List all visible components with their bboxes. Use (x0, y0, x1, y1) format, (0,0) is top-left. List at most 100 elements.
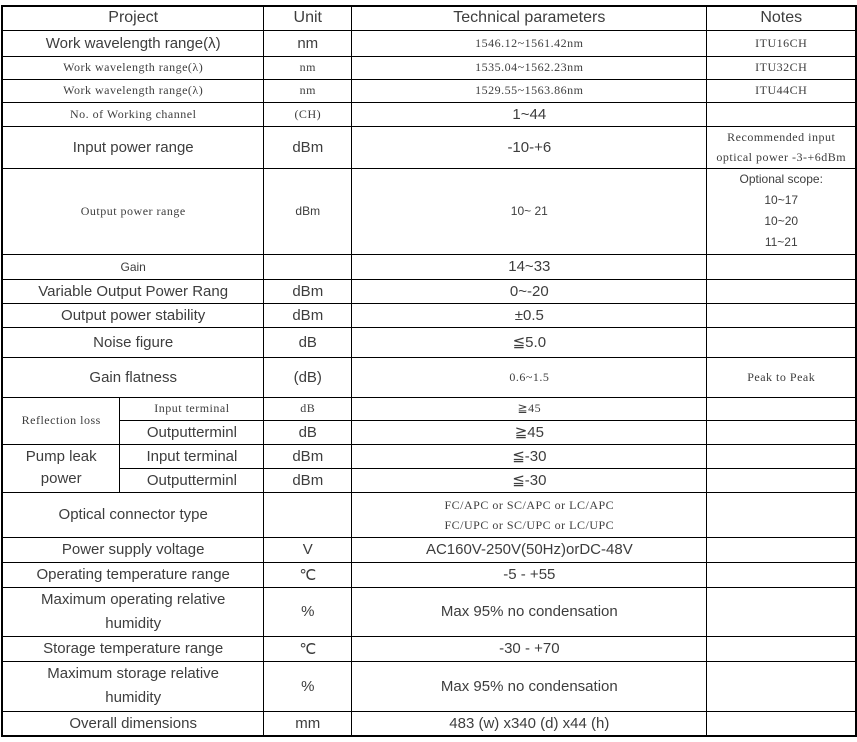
row-optical-connector-type: Optical connector type FC/APC or SC/APC … (1, 491, 857, 538)
cell-project-noise-figure: Noise figure (1, 326, 265, 358)
cell-note-dimensions (706, 710, 857, 737)
note-optional-scope-title: Optional scope: (739, 172, 823, 186)
cell-project-storage-humidity: Maximum storage relative humidity (1, 660, 265, 712)
cell-value-wl16: 1546.12~1561.42nm (351, 29, 708, 57)
row-output-power-stability: Output power stability dBm ±0.5 (1, 302, 857, 328)
cell-value-connector: FC/APC or SC/APC or LC/APC FC/UPC or SC/… (351, 491, 708, 538)
pump-leak-power-label: Pump leak power (25, 448, 97, 487)
row-wavelength-32ch: Work wavelength range(λ) nm 1535.04~1562… (1, 55, 857, 80)
cell-note-wl44: ITU44CH (706, 78, 857, 103)
cell-unit-pump-output: dBm (263, 467, 353, 493)
cell-note-output-stability (706, 302, 857, 328)
cell-value-op-humidity: Max 95% no condensation (351, 586, 708, 637)
cell-unit-wl16: nm (263, 29, 353, 57)
cell-project-power-supply: Power supply voltage (1, 536, 265, 563)
cell-project-channels: No. of Working channel (1, 101, 265, 127)
cell-unit-power-supply: V (263, 536, 353, 563)
cell-value-dimensions: 483 (w) x340 (d) x44 (h) (351, 710, 708, 737)
cell-unit-output-power: dBm (263, 167, 353, 255)
cell-project-storage-temp: Storage temperature range (1, 635, 265, 662)
cell-project-gain-flatness: Gain flatness (1, 356, 265, 398)
cell-value-input-power: -10-+6 (351, 125, 708, 169)
cell-project-input-power: Input power range (1, 125, 265, 169)
cell-note-connector (706, 491, 857, 538)
row-pump-leak-input: Pump leak power Input terminal dBm ≦-30 (1, 443, 857, 493)
cell-note-variable-output (706, 278, 857, 304)
row-wavelength-16ch: Work wavelength range(λ) nm 1546.12~1561… (1, 29, 857, 57)
note-recommended-input: Recommended input optical power -3-+6dBm (716, 130, 847, 164)
cell-note-gain-flatness: Peak to Peak (706, 356, 857, 398)
cell-unit-wl44: nm (263, 78, 353, 103)
cell-value-reflection-output: ≧45 (351, 419, 708, 445)
table-header-row: Project Unit Technical parameters Notes (1, 5, 857, 31)
cell-note-output-power: Optional scope: 10~17 10~20 11~21 (706, 167, 857, 255)
cell-note-pump-output (706, 467, 857, 493)
row-working-channels: No. of Working channel (CH) 1~44 (1, 101, 857, 127)
row-overall-dimensions: Overall dimensions mm 483 (w) x340 (d) x… (1, 710, 857, 737)
header-project: Project (1, 5, 265, 31)
cell-unit-variable-output: dBm (263, 278, 353, 304)
row-storage-temperature: Storage temperature range ℃ -30 - +70 (1, 635, 857, 662)
cell-project-dimensions: Overall dimensions (1, 710, 265, 737)
cell-unit-pump-input: dBm (263, 443, 353, 469)
cell-project-gain: Gain (1, 253, 265, 280)
cell-unit-gain (263, 253, 353, 280)
row-gain-flatness: Gain flatness (dB) 0.6~1.5 Peak to Peak (1, 356, 857, 398)
cell-value-pump-output: ≦-30 (351, 467, 708, 493)
row-operating-temperature: Operating temperature range ℃ -5 - +55 (1, 561, 857, 588)
cell-note-wl16: ITU16CH (706, 29, 857, 57)
cell-value-noise-figure: ≦5.0 (351, 326, 708, 358)
note-optional-scope-1: 10~17 (764, 193, 799, 207)
cell-note-noise-figure (706, 326, 857, 358)
cell-note-pump-input (706, 443, 857, 469)
row-noise-figure: Noise figure dB ≦5.0 (1, 326, 857, 358)
cell-note-op-humidity (706, 586, 857, 637)
cell-unit-output-stability: dBm (263, 302, 353, 328)
cell-note-reflection-output (706, 419, 857, 445)
cell-note-gain (706, 253, 857, 280)
note-optional-scope-2: 10~20 (764, 214, 799, 228)
cell-note-power-supply (706, 536, 857, 563)
cell-value-storage-humidity: Max 95% no condensation (351, 660, 708, 712)
connector-upc-line: FC/UPC or SC/UPC or LC/UPC (444, 517, 615, 532)
cell-project-wl32: Work wavelength range(λ) (1, 55, 265, 80)
cell-unit-storage-humidity: % (263, 660, 353, 712)
cell-note-wl32: ITU32CH (706, 55, 857, 80)
cell-note-channels (706, 101, 857, 127)
row-pump-leak-output: Outputterminl dBm ≦-30 (2, 467, 857, 493)
cell-value-output-stability: ±0.5 (351, 302, 708, 328)
cell-unit-dimensions: mm (263, 710, 353, 737)
row-gain: Gain 14~33 (1, 253, 857, 280)
cell-unit-connector (263, 491, 353, 538)
cell-project-output-power: Output power range (1, 167, 265, 255)
row-output-power-range: Output power range dBm 10~ 21 Optional s… (1, 167, 857, 255)
cell-unit-reflection-input: dB (263, 396, 353, 421)
op-humidity-label: Maximum operating relative humidity (41, 590, 226, 632)
technical-parameters-table: Project Unit Technical parameters Notes … (1, 5, 857, 737)
cell-unit-channels: (CH) (263, 101, 353, 127)
cell-unit-input-power: dBm (263, 125, 353, 169)
row-storage-humidity: Maximum storage relative humidity % Max … (1, 660, 857, 712)
cell-terminal-reflection-input: Input terminal (119, 396, 265, 421)
cell-project-variable-output: Variable Output Power Rang (1, 278, 265, 304)
row-operating-humidity: Maximum operating relative humidity % Ma… (1, 586, 857, 637)
cell-value-gain: 14~33 (351, 253, 708, 280)
header-notes: Notes (706, 5, 857, 31)
cell-note-reflection-input (706, 396, 857, 421)
cell-project-output-stability: Output power stability (1, 302, 265, 328)
note-optional-scope-3: 11~21 (764, 235, 798, 249)
cell-value-variable-output: 0~-20 (351, 278, 708, 304)
cell-terminal-reflection-output: Outputterminl (119, 419, 265, 445)
cell-unit-op-temp: ℃ (263, 561, 353, 588)
cell-unit-noise-figure: dB (263, 326, 353, 358)
row-reflection-loss-output: Outputterminl dB ≧45 (2, 419, 857, 445)
cell-value-wl44: 1529.55~1563.86nm (351, 78, 708, 103)
cell-unit-storage-temp: ℃ (263, 635, 353, 662)
cell-value-power-supply: AC160V-250V(50Hz)orDC-48V (351, 536, 708, 563)
cell-value-reflection-input: ≧45 (351, 396, 708, 421)
cell-note-storage-humidity (706, 660, 857, 712)
header-unit: Unit (263, 5, 353, 31)
cell-value-channels: 1~44 (351, 101, 708, 127)
row-power-supply-voltage: Power supply voltage V AC160V-250V(50Hz)… (1, 536, 857, 563)
row-input-power-range: Input power range dBm -10-+6 Recommended… (1, 125, 857, 169)
